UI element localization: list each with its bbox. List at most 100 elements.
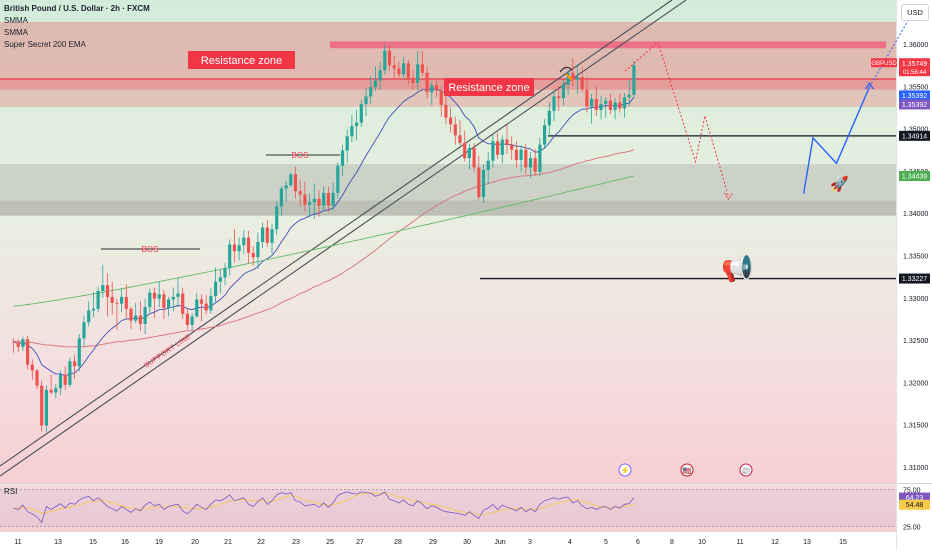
indicator-ema-200[interactable]: Super Secret 200 EMA bbox=[4, 40, 86, 49]
candle bbox=[44, 385, 48, 433]
candle bbox=[171, 287, 175, 312]
candle-body bbox=[138, 315, 142, 324]
candle-body bbox=[467, 148, 471, 159]
ema-200-line bbox=[13, 175, 635, 307]
candle bbox=[87, 301, 91, 327]
lightning-event-icon[interactable]: ⚡ bbox=[618, 463, 632, 477]
candle-body bbox=[11, 341, 16, 343]
candle bbox=[449, 107, 453, 133]
price-tick-label: 1.36000 bbox=[903, 42, 928, 49]
candle bbox=[463, 131, 467, 162]
candle-body bbox=[218, 277, 222, 282]
candle bbox=[524, 143, 528, 175]
candle bbox=[91, 291, 95, 318]
candle bbox=[26, 335, 30, 370]
megaphone-icon: 📢 bbox=[721, 253, 753, 284]
candle bbox=[232, 229, 236, 263]
candle bbox=[486, 152, 490, 185]
candle bbox=[218, 269, 222, 294]
currency-button[interactable]: USD bbox=[901, 4, 929, 21]
candle-body bbox=[392, 65, 396, 69]
time-tick-label: 15 bbox=[89, 539, 97, 546]
candle bbox=[223, 263, 227, 286]
candle-body bbox=[77, 338, 81, 367]
price-tick-label: 1.32000 bbox=[903, 380, 928, 387]
candle bbox=[49, 374, 53, 395]
indicator-smma-2[interactable]: SMMA bbox=[4, 28, 28, 37]
price-tick-label: 1.31000 bbox=[903, 465, 928, 472]
candle bbox=[420, 50, 424, 77]
symbol-title[interactable]: British Pound / U.S. Dollar · 2h · FXCM bbox=[4, 4, 150, 13]
candle bbox=[491, 134, 495, 168]
rsi-level-label: 25.00 bbox=[903, 524, 921, 531]
candle bbox=[270, 223, 274, 254]
time-tick-label: 27 bbox=[356, 539, 364, 546]
time-tick-label: 6 bbox=[636, 539, 640, 546]
candle-body bbox=[124, 296, 128, 309]
resistance-zone-label-box-1 bbox=[188, 51, 295, 69]
candle bbox=[369, 76, 373, 105]
candle bbox=[627, 80, 631, 107]
candle-body bbox=[73, 361, 77, 367]
time-tick-label: 11 bbox=[736, 539, 743, 546]
time-tick-label: 5 bbox=[604, 539, 608, 546]
candle-body bbox=[402, 63, 406, 75]
candle-body bbox=[134, 315, 138, 321]
support-zone-inner-band bbox=[0, 200, 896, 216]
candle-body bbox=[340, 150, 345, 166]
candle bbox=[77, 334, 81, 372]
candle bbox=[458, 120, 462, 146]
price-hook-mark bbox=[559, 66, 573, 73]
candle-body bbox=[185, 313, 189, 325]
time-tick-label: 28 bbox=[394, 539, 402, 546]
time-tick-label: 4 bbox=[568, 539, 572, 546]
candle-body bbox=[115, 302, 119, 304]
candle-body bbox=[87, 310, 91, 323]
candle-body bbox=[524, 149, 528, 168]
price-tick-label: 1.34000 bbox=[903, 211, 928, 218]
candle-body bbox=[16, 342, 20, 347]
us-flag-event-icon[interactable]: 🇺🇸 bbox=[680, 463, 694, 477]
candle-body bbox=[44, 389, 48, 426]
price-badge-label: 1.34914 bbox=[902, 133, 927, 140]
candle-body bbox=[481, 170, 486, 198]
candle bbox=[402, 57, 406, 78]
candle bbox=[566, 70, 570, 95]
candle bbox=[472, 142, 476, 172]
time-tick-label: 20 bbox=[191, 539, 199, 546]
candle bbox=[406, 60, 410, 84]
candle bbox=[326, 186, 330, 212]
candle bbox=[430, 81, 434, 105]
candle-body bbox=[251, 252, 255, 258]
candle-body bbox=[58, 374, 63, 389]
candle bbox=[416, 51, 420, 91]
candle-body bbox=[190, 316, 194, 325]
candle bbox=[124, 284, 128, 319]
price-tick-label: 1.31500 bbox=[903, 423, 928, 430]
candle-body bbox=[604, 100, 608, 105]
news-event-icon[interactable]: 📰 bbox=[739, 463, 753, 477]
candle-body bbox=[594, 98, 598, 110]
candle-body bbox=[557, 96, 561, 99]
candle-body bbox=[552, 96, 556, 111]
candle-body bbox=[430, 85, 434, 93]
candle bbox=[242, 230, 246, 254]
projected-path-blue bbox=[802, 86, 871, 194]
rsi-label[interactable]: RSI bbox=[4, 487, 18, 496]
candle-body bbox=[204, 303, 208, 311]
candle-body bbox=[627, 94, 631, 98]
candle bbox=[162, 290, 166, 319]
indicator-smma-1[interactable]: SMMA bbox=[4, 16, 28, 25]
candle bbox=[505, 124, 509, 154]
candle bbox=[101, 264, 105, 298]
candle bbox=[115, 298, 119, 330]
resistance-zone-label-box-2 bbox=[444, 78, 534, 96]
candle-body bbox=[317, 198, 321, 206]
price-badge bbox=[899, 171, 930, 182]
candle bbox=[40, 380, 44, 432]
candle bbox=[364, 87, 368, 116]
rsi-level-label: 75.00 bbox=[903, 488, 921, 495]
candle-body bbox=[279, 188, 283, 207]
